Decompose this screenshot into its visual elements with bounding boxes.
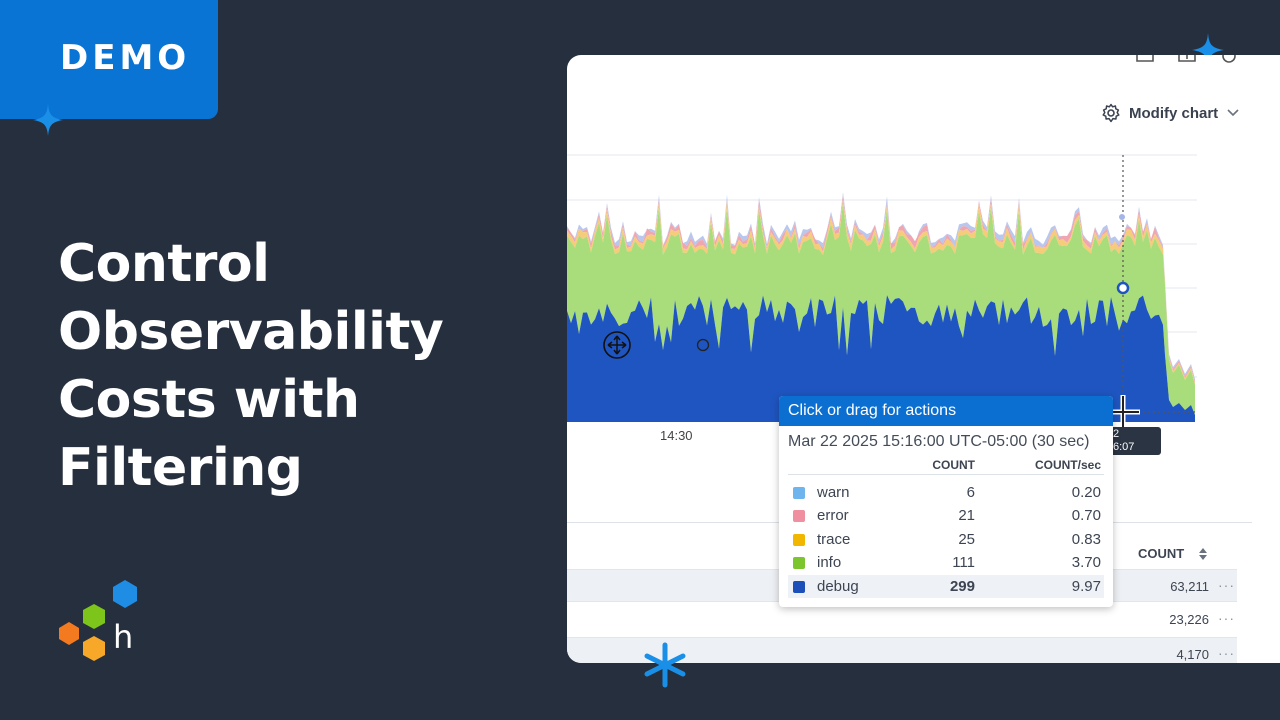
tooltip-row-debug: debug 299 9.97 [788,574,1104,598]
tooltip-row-rate: 0.20 [1071,484,1101,501]
tooltip-row-count: 299 [949,577,975,595]
table-row-count: 63,211 [1170,579,1209,594]
tooltip-row-rate: 0.70 [1071,507,1101,525]
tooltip-rows: warn 6 0.20 error 21 0.70 trace 25 0.83 … [779,475,1113,598]
legend-swatch [793,510,805,523]
tooltip-row-name: warn [817,484,850,501]
x-tick-label: 14:30 [660,428,693,443]
tooltip-timestamp: Mar 22 2025 15:16:00 UTC-05:00 (30 sec) [788,433,1090,450]
stacked-area-chart[interactable] [567,55,1280,475]
table-row-count: 4,170 [1176,647,1209,662]
cursor-point-top [1119,214,1125,220]
tooltip-row-warn: warn 6 0.20 [788,481,1104,504]
more-options-icon[interactable]: ··· [1218,645,1235,661]
sparkle-icon [33,104,63,136]
headline: Control Observability Costs with Filteri… [58,230,478,502]
tooltip-row-trace: trace 25 0.83 [788,528,1104,551]
gear-icon [1102,103,1120,123]
sort-icon[interactable] [1198,547,1208,561]
chevron-down-icon [1227,109,1239,117]
tooltip-header[interactable]: Click or drag for actions [779,396,1113,426]
sparkle-icon [1192,33,1224,67]
cursor-time-tag-line-2: 6:07 [1113,441,1135,453]
screenshot-card: Modify chart 14:30 2 6:07 COUNT 63,211 ·… [567,55,1280,663]
modify-chart-button[interactable]: Modify chart [1101,103,1240,123]
top-toolbar [1134,55,1240,65]
download-icon[interactable] [1176,55,1198,65]
legend-swatch [793,580,805,593]
chart-areas [567,192,1195,422]
honeycomb-logo-icon: h [59,580,137,661]
cursor-time-tag: 2 6:07 [1109,427,1161,455]
tooltip-row-count: 111 [952,554,975,572]
demo-badge: DEMO [0,0,218,119]
headline-line-4: Filtering [58,438,303,498]
tooltip-row-name: info [817,554,842,572]
tooltip-col-rate: COUNT/sec [1034,458,1101,472]
tooltip-row-count: 25 [958,530,975,548]
demo-label: DEMO [60,38,191,78]
modify-chart-label: Modify chart [1129,104,1219,122]
cursor-point [1116,281,1130,295]
tooltip-row-info: info 111 3.70 [788,551,1104,574]
tooltip-row-name: debug [817,577,859,595]
tooltip-col-count: COUNT [932,458,975,472]
tooltip-row-name: error [817,507,849,525]
headline-line-2: Observability [58,302,444,362]
legend-swatch [793,557,805,570]
legend-swatch [793,533,805,546]
table-row[interactable]: 23,226 ··· [567,603,1237,636]
tooltip-row-name: trace [817,530,851,548]
area-debug [567,295,1195,422]
cursor-time-tag-line-1: 2 [1113,428,1120,440]
area-info [567,202,1195,415]
tooltip-separator [788,474,1104,475]
tooltip-row-rate: 0.83 [1071,530,1101,548]
tooltip-row-rate: 3.70 [1071,554,1101,572]
gear-icon[interactable] [1218,55,1240,65]
more-options-icon[interactable]: ··· [1218,577,1235,593]
comment-icon[interactable] [1134,55,1156,65]
tooltip-row-count: 6 [966,484,975,501]
logo-letter: h [113,618,133,656]
pointer-ring [696,338,710,352]
tooltip-row-count: 21 [958,507,975,525]
headline-line-1: Control [58,234,270,294]
move-cursor-icon [603,331,631,359]
legend-swatch [793,487,805,499]
more-options-icon[interactable]: ··· [1218,610,1235,626]
headline-line-3: Costs with [58,370,360,430]
asterisk-icon [644,642,686,688]
tooltip-row-rate: 9.97 [1071,577,1101,595]
table-header-count-label: COUNT [1138,546,1185,561]
table-header-count[interactable]: COUNT [1138,546,1208,561]
tooltip-row-error: error 21 0.70 [788,504,1104,527]
chart-tooltip: Click or drag for actions Mar 22 2025 15… [779,396,1113,607]
tooltip-column-headers: COUNT COUNT/sec [779,456,1113,474]
table-row-count: 23,226 [1169,612,1209,627]
